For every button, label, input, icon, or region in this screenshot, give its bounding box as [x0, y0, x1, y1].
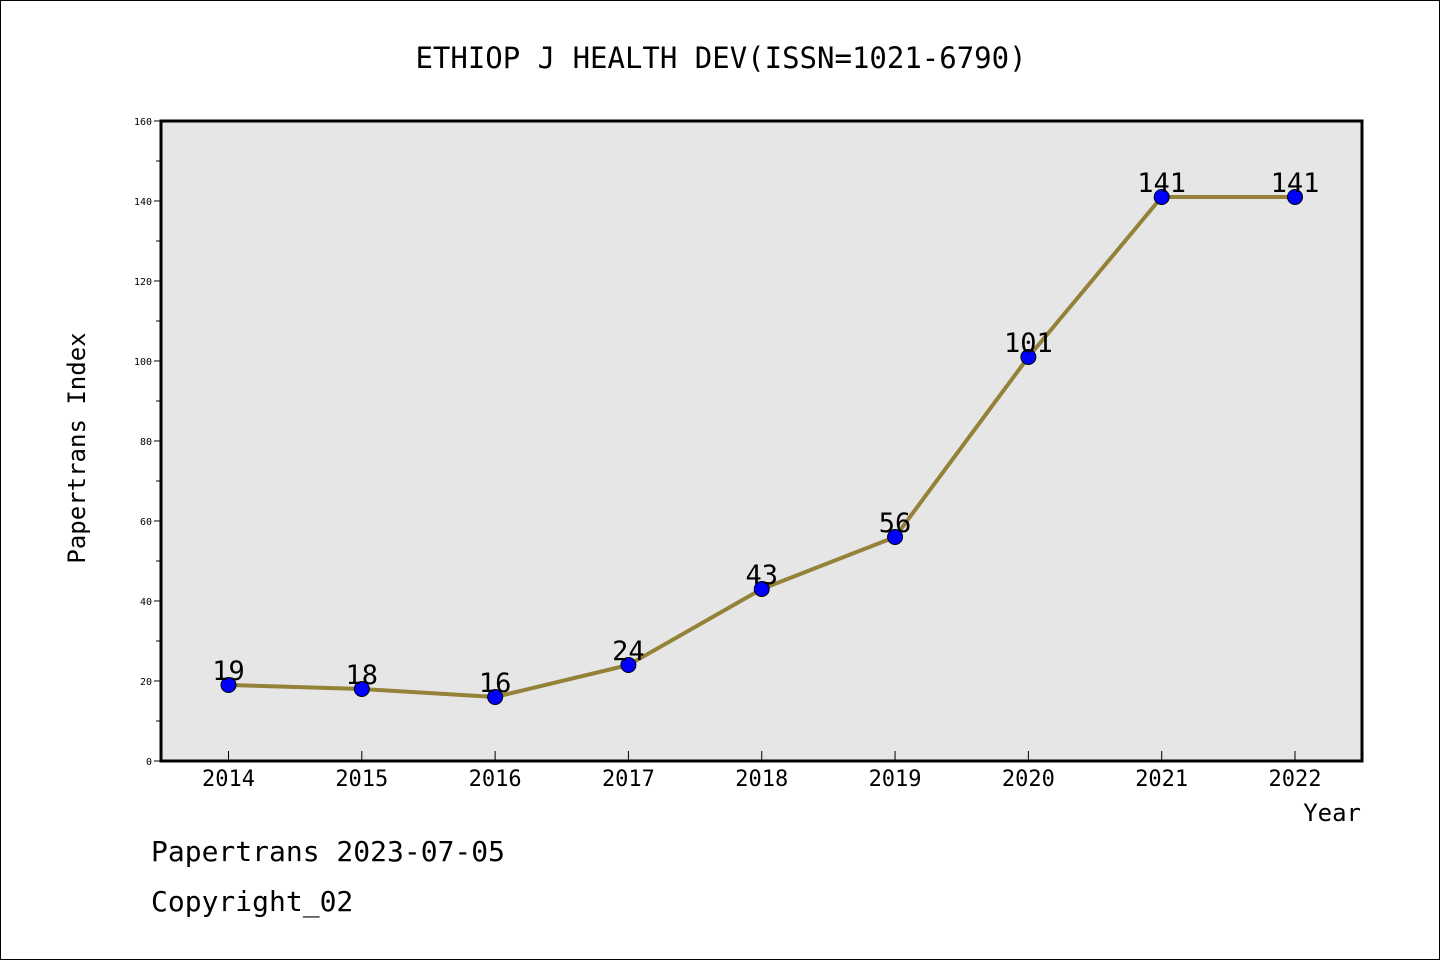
y-axis-label: Papertrans Index — [63, 332, 91, 563]
data-point-2018 — [753, 581, 770, 597]
data-label-2019: 56 — [879, 508, 912, 539]
x-axis: 2014 2015 2016 2017 2018 2019 2020 2021 2022 — [202, 751, 1321, 792]
y-tick-label: 160 — [134, 117, 152, 128]
data-point-2015 — [353, 681, 370, 697]
data-point-2021 — [1153, 189, 1170, 205]
data-point-2014 — [220, 677, 237, 693]
y-tick-label: 140 — [134, 197, 152, 208]
data-label-2017: 24 — [612, 636, 645, 667]
x-axis-label: Year — [1303, 799, 1361, 827]
data-label-2018: 43 — [745, 560, 778, 591]
data-label-2015: 18 — [346, 660, 379, 691]
data-point-2019 — [887, 529, 904, 545]
data-point-2017 — [620, 657, 637, 673]
x-tick-label: 2022 — [1269, 767, 1322, 792]
data-label-2022: 141 — [1271, 168, 1320, 199]
series: 19 18 16 24 43 56 101 141 141 — [212, 168, 1319, 705]
data-label-2020: 101 — [1004, 328, 1053, 359]
data-point-2022 — [1287, 189, 1303, 205]
footer-date: Papertrans 2023-07-05 — [151, 835, 506, 868]
y-tick-label: 80 — [140, 437, 152, 448]
y-axis: 0 20 40 60 80 100 120 140 160 — [134, 117, 161, 768]
x-tick-label: 2015 — [335, 767, 388, 792]
data-label-2014: 19 — [212, 656, 245, 687]
plot-area — [159, 119, 1364, 763]
y-tick-label: 60 — [140, 517, 152, 528]
y-tick-label: 0 — [146, 757, 152, 768]
x-tick-label: 2016 — [469, 767, 522, 792]
x-tick-label: 2018 — [735, 767, 788, 792]
footer-copyright: Copyright_02 — [151, 885, 354, 918]
x-tick-label: 2014 — [202, 767, 255, 792]
x-tick-label: 2021 — [1135, 767, 1188, 792]
data-point-2016 — [487, 689, 504, 705]
y-tick-label: 20 — [140, 677, 152, 688]
data-label-2021: 141 — [1137, 168, 1186, 199]
y-tick-label: 40 — [140, 597, 152, 608]
x-tick-label: 2020 — [1002, 767, 1055, 792]
data-label-2016: 16 — [479, 668, 512, 699]
y-tick-label: 120 — [134, 277, 152, 288]
y-tick-label: 100 — [134, 357, 152, 368]
x-tick-label: 2019 — [869, 767, 922, 792]
chart-title: ETHIOP J HEALTH DEV(ISSN=1021-6790) — [415, 41, 1026, 75]
x-tick-label: 2017 — [602, 767, 655, 792]
data-point-2020 — [1020, 349, 1037, 365]
